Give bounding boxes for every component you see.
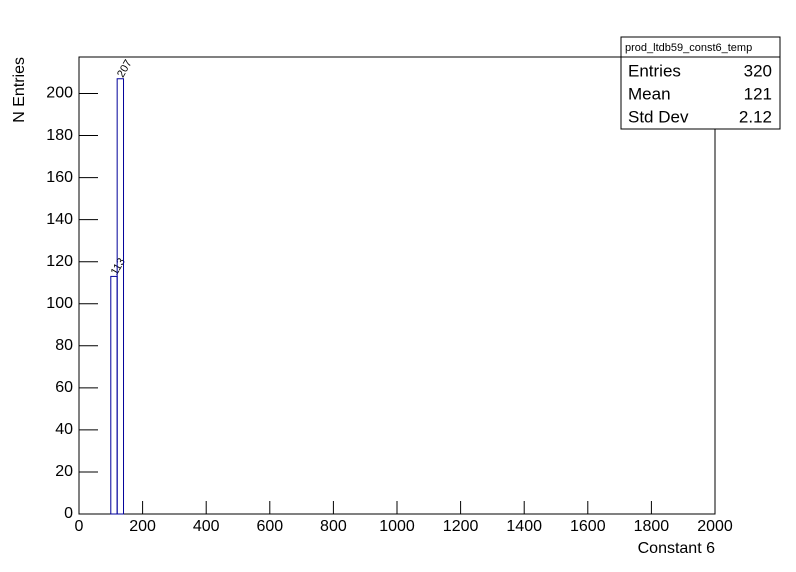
y-tick-label: 160: [46, 169, 73, 186]
y-axis-label: N Entries: [11, 57, 28, 123]
y-tick-label: 20: [55, 463, 73, 480]
x-tick-label: 200: [129, 518, 156, 535]
x-tick-label: 0: [75, 518, 84, 535]
x-tick-label: 1200: [443, 518, 479, 535]
y-tick-label: 120: [46, 253, 73, 270]
stats-label: Entries: [628, 61, 681, 80]
stats-title: prod_ltdb59_const6_temp: [625, 42, 752, 54]
y-tick-label: 40: [55, 421, 73, 438]
x-tick-label: 800: [320, 518, 347, 535]
stats-value: 2.12: [739, 107, 772, 126]
y-tick-label: 180: [46, 127, 73, 144]
x-tick-label: 1000: [379, 518, 415, 535]
stats-box: [620, 36, 781, 130]
x-tick-label: 1600: [570, 518, 606, 535]
histogram-bar: [116, 78, 125, 515]
x-tick-label: 600: [256, 518, 283, 535]
y-tick-label: 200: [46, 85, 73, 102]
x-axis-label: Constant 6: [638, 540, 715, 557]
stats-label: Mean: [628, 84, 671, 103]
stats-label: Std Dev: [628, 107, 689, 126]
y-tick-label: 0: [64, 505, 73, 522]
y-tick-label: 80: [55, 337, 73, 354]
x-tick-label: 2000: [697, 518, 733, 535]
y-tick-label: 140: [46, 211, 73, 228]
stats-value: 320: [744, 61, 772, 80]
stats-value: 121: [744, 84, 772, 103]
x-tick-label: 1800: [634, 518, 670, 535]
y-tick-label: 100: [46, 295, 73, 312]
x-tick-label: 1400: [506, 518, 542, 535]
x-tick-label: 400: [193, 518, 220, 535]
y-tick-label: 60: [55, 379, 73, 396]
